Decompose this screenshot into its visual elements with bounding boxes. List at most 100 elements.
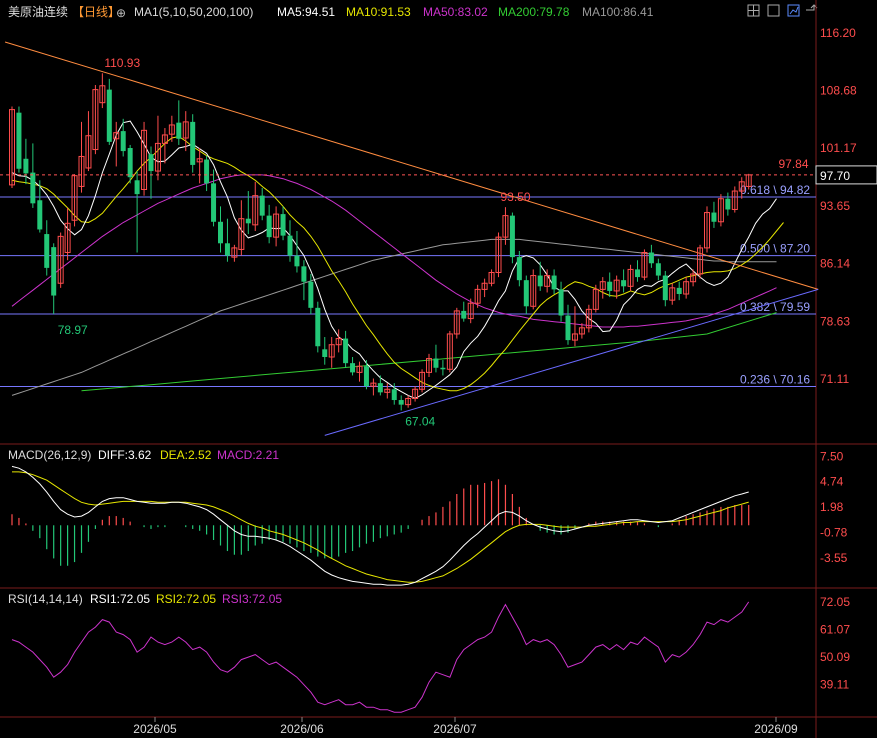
candle-body xyxy=(655,263,661,276)
candle-body xyxy=(301,266,307,282)
candle-body xyxy=(523,280,529,307)
candle-body xyxy=(467,302,474,320)
candle-body xyxy=(161,134,168,144)
screen-icon[interactable] xyxy=(767,4,780,17)
price-tick-label: 108.68 xyxy=(820,84,857,98)
candle-body xyxy=(78,155,85,187)
price-tick-label: 86.14 xyxy=(820,257,850,271)
macd-value: MACD:2.21 xyxy=(217,448,279,462)
candle-body xyxy=(613,279,620,292)
rsi3-value: RSI3:72.05 xyxy=(222,592,282,606)
x-axis: 2026/05 2026/06 2026/07 2026/09 xyxy=(133,717,798,736)
candle-body xyxy=(585,308,592,329)
candle-body xyxy=(398,400,404,405)
candle-body xyxy=(211,183,217,222)
fib-label: 0.500 \ 87.20 xyxy=(740,242,810,256)
candle-body xyxy=(51,247,57,296)
macd-diff: DIFF:3.62 xyxy=(98,448,152,462)
period-label[interactable]: 【日线】 xyxy=(72,5,120,19)
candle-body xyxy=(190,121,196,165)
candle-body xyxy=(711,212,717,222)
candle-body xyxy=(440,367,446,370)
macd-tick-label: -3.55 xyxy=(820,551,848,565)
macd-tick-label: -0.78 xyxy=(820,525,848,539)
candle-body xyxy=(565,315,571,341)
high-annotation: 97.84 xyxy=(779,157,809,171)
candle-body xyxy=(363,366,369,387)
candle-body xyxy=(148,154,154,172)
candle-body xyxy=(391,389,397,401)
candle-body xyxy=(530,275,537,307)
high-annotation: 110.93 xyxy=(104,56,140,70)
candle-body xyxy=(141,129,148,191)
candle-body xyxy=(377,383,383,393)
macd-dea: DEA:2.52 xyxy=(160,448,212,462)
candle-body xyxy=(238,218,245,250)
candle-body xyxy=(641,252,648,278)
rsi1-value: RSI1:72.05 xyxy=(90,592,150,606)
candle-body xyxy=(599,281,606,290)
candle-body xyxy=(509,215,515,258)
rsi-panel: 72.05 61.07 50.09 39.11 xyxy=(11,595,850,713)
ma10-value: MA10:91.53 xyxy=(346,5,411,19)
candle-body xyxy=(607,281,613,291)
candle-body xyxy=(621,280,627,287)
candle-body xyxy=(16,112,22,169)
candle-body xyxy=(343,338,349,364)
candle-body xyxy=(544,275,551,287)
candle-body xyxy=(154,142,161,172)
candle-body xyxy=(558,289,564,316)
candle-body xyxy=(551,275,557,290)
candle-body xyxy=(592,288,599,310)
candle-body xyxy=(37,200,43,230)
candle-body xyxy=(690,273,697,283)
candle-body xyxy=(218,221,223,244)
macd-panel: 7.50 4.74 1.98 -0.78 -3.55 xyxy=(11,449,848,586)
candle-body xyxy=(308,281,314,308)
candle-body xyxy=(315,307,321,347)
rsi-tick-label: 50.09 xyxy=(820,650,850,664)
candle-body xyxy=(474,288,481,304)
diff-line xyxy=(11,465,749,586)
price-tick-label: 116.20 xyxy=(820,26,856,40)
candle-body xyxy=(725,198,731,210)
last-price-label: 97.70 xyxy=(820,169,850,183)
candle-body xyxy=(44,234,50,268)
candle-body xyxy=(182,121,189,139)
grid-icon[interactable] xyxy=(747,4,760,17)
candle-body xyxy=(495,236,502,273)
x-tick-label: 2026/05 xyxy=(133,722,177,736)
low-annotation: 78.97 xyxy=(58,323,88,337)
candle-body xyxy=(30,172,36,204)
candle-body xyxy=(461,310,467,319)
price-tick-label: 78.63 xyxy=(820,314,850,328)
candle-body xyxy=(405,397,412,406)
macd-title: MACD(26,12,9) xyxy=(8,448,91,462)
last-price-box xyxy=(815,165,877,185)
circle-plus-icon[interactable]: ⊕ xyxy=(116,6,126,20)
candle-body xyxy=(328,344,335,358)
candle-body xyxy=(224,243,230,256)
candle-body xyxy=(738,181,745,192)
candle-body xyxy=(635,269,640,278)
candle-body xyxy=(85,135,92,169)
candle-body xyxy=(433,358,439,368)
candle-body xyxy=(176,122,182,139)
candle-body xyxy=(717,198,724,223)
candle-body xyxy=(113,132,120,140)
candle-body xyxy=(259,195,265,216)
candle-body xyxy=(196,158,203,163)
candle-body xyxy=(481,282,488,290)
candle-body xyxy=(488,271,495,284)
chart-icon[interactable] xyxy=(787,4,800,17)
candle-body xyxy=(446,333,453,370)
candle-body xyxy=(127,148,133,178)
candle-body xyxy=(350,363,356,373)
price-tick-label: 101.17 xyxy=(820,141,857,155)
fib-label: 0.236 \ 70.16 xyxy=(740,373,810,387)
candle-body xyxy=(676,287,682,294)
x-tick-label: 2026/09 xyxy=(754,722,798,736)
